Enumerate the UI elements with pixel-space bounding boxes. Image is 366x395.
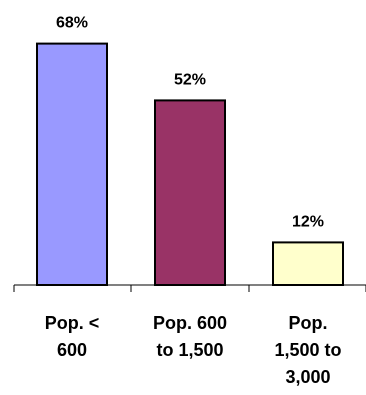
bar xyxy=(36,42,108,286)
data-label: 68% xyxy=(56,15,88,32)
bars-group xyxy=(36,42,344,287)
category-label-line: Pop. 600 xyxy=(153,313,227,333)
category-label-line: 600 xyxy=(57,340,87,360)
category-label: Pop. < 600 xyxy=(45,313,100,360)
x-axis xyxy=(13,284,366,292)
category-label-line: to 1,500 xyxy=(156,340,223,360)
data-label: 52% xyxy=(174,71,206,88)
bar xyxy=(154,99,226,287)
category-labels-group: Pop. < 600 Pop. 600 to 1,500 Pop. 1,500 to 3,0… xyxy=(45,313,342,387)
category-label-line: Pop. xyxy=(289,313,328,333)
category-label: Pop. 1,500 to 3,000 xyxy=(274,313,341,387)
data-labels-group: 68% 52% 12% xyxy=(56,15,324,231)
data-label: 12% xyxy=(292,213,324,230)
category-label-line: Pop. < xyxy=(45,313,100,333)
category-label-line: 1,500 to xyxy=(274,340,341,360)
bar xyxy=(272,241,344,286)
category-label: Pop. 600 to 1,500 xyxy=(153,313,227,360)
category-label-line: 3,000 xyxy=(285,367,330,387)
